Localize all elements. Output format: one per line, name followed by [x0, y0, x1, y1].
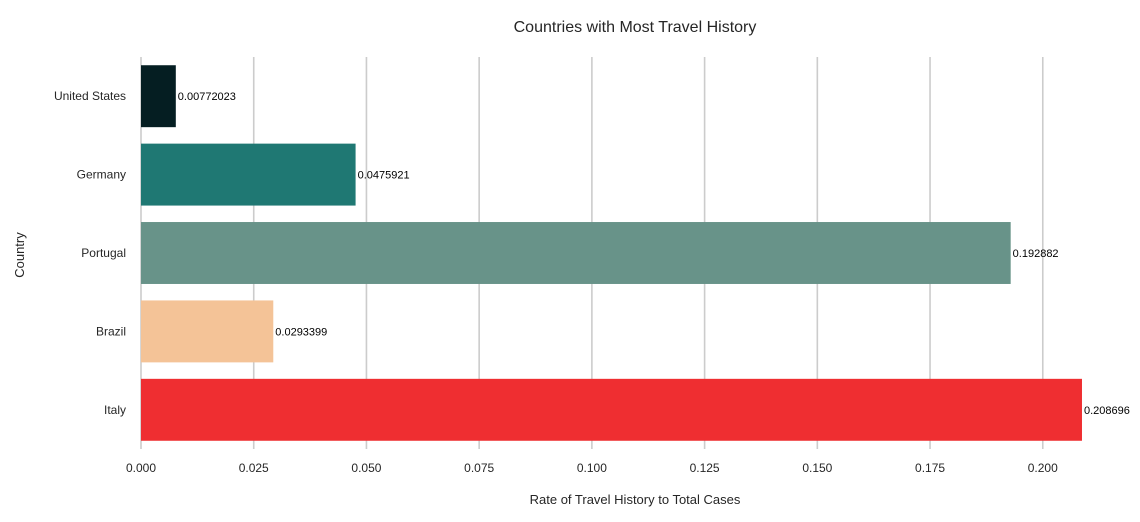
- y-axis-label: Country: [12, 232, 27, 278]
- bar: [141, 222, 1011, 284]
- bar-value-label: 0.00772023: [178, 91, 236, 103]
- x-tick-labels: 0.000 0.025 0.050 0.075 0.100 0.125 0.150 0.175…: [126, 461, 1058, 475]
- bar-value-label: 0.192882: [1013, 248, 1059, 260]
- bar-value-label: 0.0475921: [358, 170, 410, 182]
- y-tick-label: United States: [54, 89, 126, 103]
- x-tick-label: 0.150: [802, 461, 832, 475]
- y-tick-label: Italy: [104, 403, 126, 417]
- y-tick-label: Portugal: [81, 246, 126, 260]
- x-tick-label: 0.000: [126, 461, 156, 475]
- bars: [141, 65, 1082, 441]
- x-tick-label: 0.175: [915, 461, 945, 475]
- x-axis-label: Rate of Travel History to Total Cases: [530, 492, 741, 507]
- bar: [141, 65, 176, 128]
- y-tick-label: Germany: [77, 168, 126, 182]
- bar-value-label: 0.208696: [1084, 405, 1130, 417]
- x-tick-label: 0.125: [690, 461, 720, 475]
- y-tick-labels: United States Germany Portugal Brazil Italy: [54, 89, 126, 417]
- bar: [141, 143, 356, 206]
- x-tick-label: 0.075: [464, 461, 494, 475]
- data-labels: 0.00772023 0.0475921 0.192882 0.0293399 0.20…: [178, 91, 1130, 417]
- chart-title: Countries with Most Travel History: [514, 19, 757, 36]
- x-tick-label: 0.100: [577, 461, 607, 475]
- bar: [141, 300, 274, 363]
- bar-value-label: 0.0293399: [275, 326, 327, 338]
- x-tick-label: 0.025: [239, 461, 269, 475]
- y-tick-label: Brazil: [96, 324, 126, 338]
- bar: [141, 378, 1082, 441]
- x-tick-label: 0.050: [351, 461, 381, 475]
- x-tick-label: 0.200: [1028, 461, 1058, 475]
